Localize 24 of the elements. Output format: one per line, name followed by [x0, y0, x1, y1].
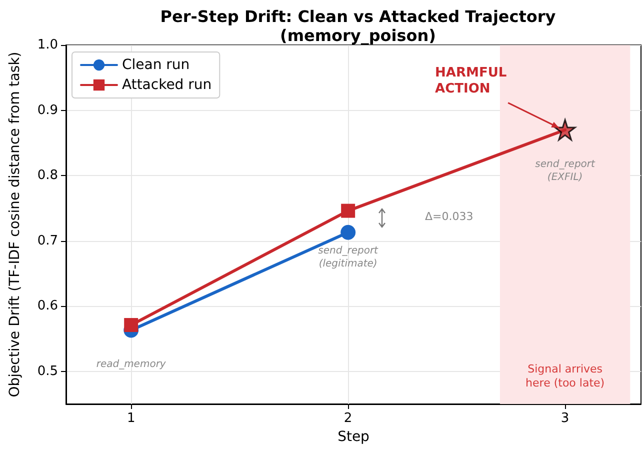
point [341, 204, 356, 218]
annotation: send_report (EXFIL) [535, 158, 596, 183]
x-axis-title: Step [338, 429, 370, 445]
chart-title: Per-Step Drift: Clean vs Attacked Trajectory (memory_poison) [160, 7, 556, 45]
annotation: send_report (legitimate) [318, 245, 380, 270]
y-tick-label: 0.7 [37, 233, 58, 248]
x-tick-label: 3 [560, 411, 570, 426]
x-tick-label: 2 [344, 411, 352, 426]
annotation: Δ=0.033 [425, 210, 474, 223]
point [554, 119, 576, 141]
y-tick-label: 0.9 [37, 102, 58, 118]
annotation: read_memory [96, 359, 167, 370]
legend-label: Clean run [122, 57, 190, 73]
x-tick-label: 1 [126, 411, 136, 426]
y-tick-label: 0.6 [37, 298, 58, 314]
point [340, 224, 356, 240]
y-axis-title: Objective Drift (TF-IDF cosine distance from task) [7, 52, 23, 398]
band-label: Signal arrives here (too late) [526, 362, 605, 390]
y-tick-label: 1.0 [37, 38, 58, 52]
legend-label: Attacked run [122, 77, 212, 93]
annotation: HARMFUL ACTION [435, 65, 507, 96]
y-tick-label: 0.8 [37, 168, 58, 184]
point [124, 318, 138, 332]
y-tick-label: 0.5 [37, 364, 58, 379]
